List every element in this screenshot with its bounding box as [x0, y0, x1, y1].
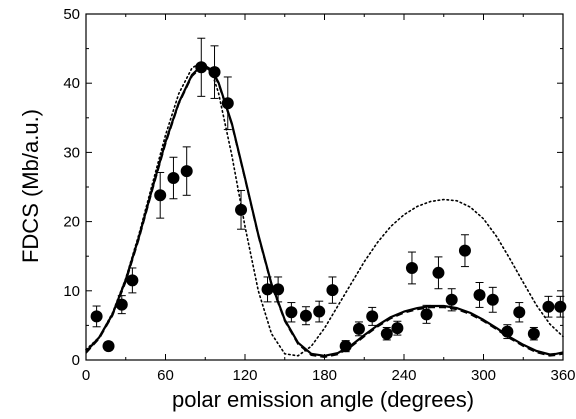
data-point	[272, 283, 285, 296]
x-tick-label: 240	[391, 367, 416, 384]
x-tick-label: 300	[471, 367, 496, 384]
data-point	[458, 244, 471, 257]
data-point	[90, 310, 103, 323]
x-axis-label: polar emission angle (degrees)	[172, 387, 474, 412]
x-tick-label: 60	[157, 367, 174, 384]
x-tick-label: 120	[232, 367, 257, 384]
data-point	[285, 306, 298, 319]
plot-frame	[85, 13, 564, 361]
data-point	[126, 274, 139, 287]
data-point	[501, 325, 514, 338]
data-point	[299, 309, 312, 322]
x-tick-label: 0	[82, 367, 90, 384]
data-point	[208, 66, 221, 79]
y-tick-label: 20	[63, 214, 80, 231]
data-point	[380, 327, 393, 340]
data-point	[102, 340, 115, 353]
data-point	[432, 266, 445, 279]
data-point	[339, 340, 352, 353]
data-point	[473, 288, 486, 301]
y-tick-label: 40	[63, 75, 80, 92]
data-point	[445, 293, 458, 306]
y-tick-label: 10	[63, 283, 80, 300]
data-point	[554, 300, 567, 313]
points-layer	[90, 37, 567, 353]
x-tick-label: 360	[550, 367, 575, 384]
data-point	[420, 308, 433, 321]
data-point	[405, 261, 418, 274]
data-point	[221, 97, 234, 110]
data-point	[352, 322, 365, 335]
data-point	[391, 322, 404, 335]
data-point	[313, 305, 326, 318]
data-point	[366, 310, 379, 323]
data-point	[195, 61, 208, 74]
data-point	[154, 189, 167, 202]
y-axis-label: FDCS (Mb/a.u.)	[18, 109, 43, 263]
y-tick-label: 50	[63, 6, 80, 23]
data-point	[167, 172, 180, 185]
axes-layer: 0 60 120 180 240 300 360 0 10 20 30 40 50	[63, 6, 575, 384]
data-point	[115, 298, 128, 311]
data-point	[326, 284, 339, 297]
data-point	[261, 283, 274, 296]
data-point	[513, 306, 526, 319]
data-point	[180, 165, 193, 178]
data-point	[486, 293, 499, 306]
data-point	[542, 300, 555, 313]
y-tick-label: 0	[72, 352, 80, 369]
labels-layer: polar emission angle (degrees) FDCS (Mb/…	[18, 109, 474, 412]
data-point	[235, 203, 248, 216]
data-point	[527, 327, 540, 340]
y-tick-label: 30	[63, 144, 80, 161]
x-tick-label: 180	[312, 367, 337, 384]
curve-dotted-2	[85, 61, 564, 357]
